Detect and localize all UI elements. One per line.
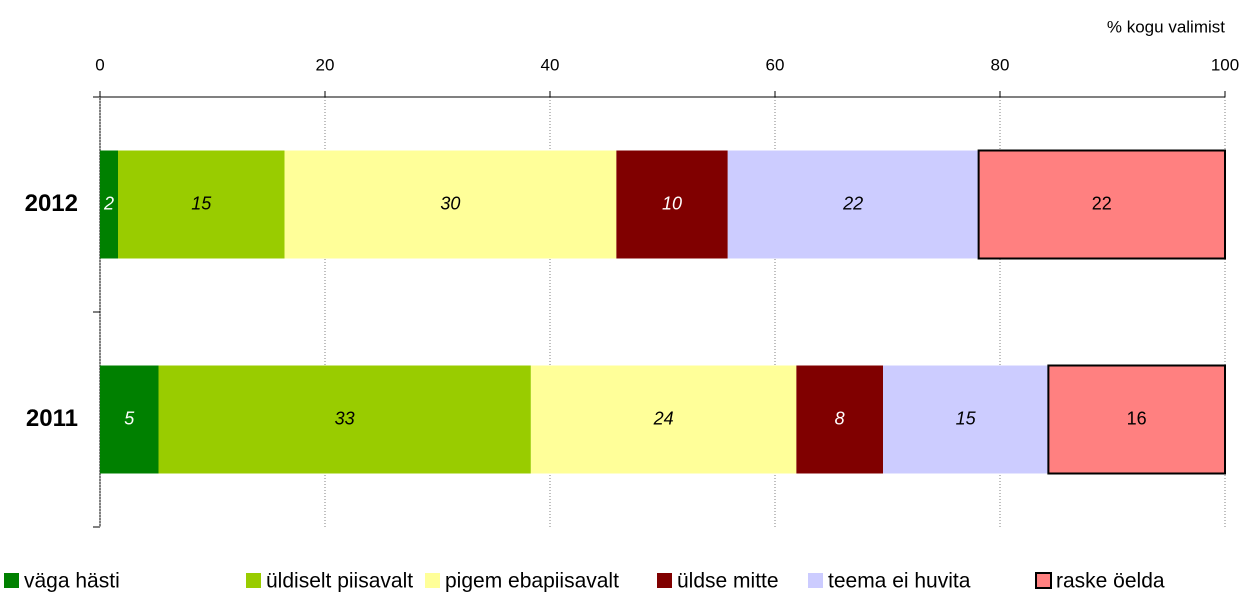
bar-segment <box>118 150 285 259</box>
value-label: 33 <box>335 408 355 428</box>
x-tick-label: 20 <box>316 55 335 74</box>
bar-segment <box>796 365 883 474</box>
legend-swatch <box>808 573 823 588</box>
legend-swatch <box>425 573 440 588</box>
value-label: 8 <box>835 408 845 428</box>
bar-segment <box>977 149 1226 260</box>
legend-swatch <box>1035 572 1052 589</box>
legend-swatch <box>657 573 672 588</box>
bar-segment <box>100 150 118 259</box>
value-label: 10 <box>662 193 682 213</box>
value-label: 15 <box>191 193 212 213</box>
legend-label: raske öelda <box>1056 570 1165 593</box>
value-label: 24 <box>653 408 674 428</box>
category-label: 2012 <box>25 190 78 217</box>
legend-swatch <box>246 573 261 588</box>
axis-label: % kogu valimist <box>1107 17 1225 36</box>
legend-label: teema ei huvita <box>828 570 971 593</box>
legend-label: üldse mitte <box>677 570 779 593</box>
x-tick-label: 80 <box>991 55 1010 74</box>
bar-segment <box>284 150 617 259</box>
x-tick-label: 0 <box>95 55 104 74</box>
bar-segment <box>100 365 159 474</box>
value-label: 30 <box>440 193 460 213</box>
x-tick-label: 60 <box>766 55 785 74</box>
x-tick-label: 100 <box>1211 55 1239 74</box>
legend-label: väga hästi <box>24 570 120 593</box>
legend-swatch <box>4 573 19 588</box>
legend-label: pigem ebapiisavalt <box>445 570 619 593</box>
value-label: 16 <box>1127 408 1147 428</box>
category-label: 2011 <box>26 405 78 432</box>
value-label: 2 <box>103 193 114 213</box>
bar-segment <box>530 365 797 474</box>
x-tick-label: 40 <box>541 55 560 74</box>
bar-segment <box>883 365 1049 474</box>
bar-segment <box>1047 364 1226 475</box>
value-label: 5 <box>124 408 135 428</box>
bar-segment <box>727 150 979 259</box>
bar-segment <box>616 150 728 259</box>
value-label: 15 <box>956 408 977 428</box>
value-label: 22 <box>1092 193 1112 213</box>
left-axis <box>93 96 101 528</box>
legend-label: üldiselt piisavalt <box>266 570 413 593</box>
value-label: 22 <box>842 193 863 213</box>
bar-segment <box>158 365 531 474</box>
